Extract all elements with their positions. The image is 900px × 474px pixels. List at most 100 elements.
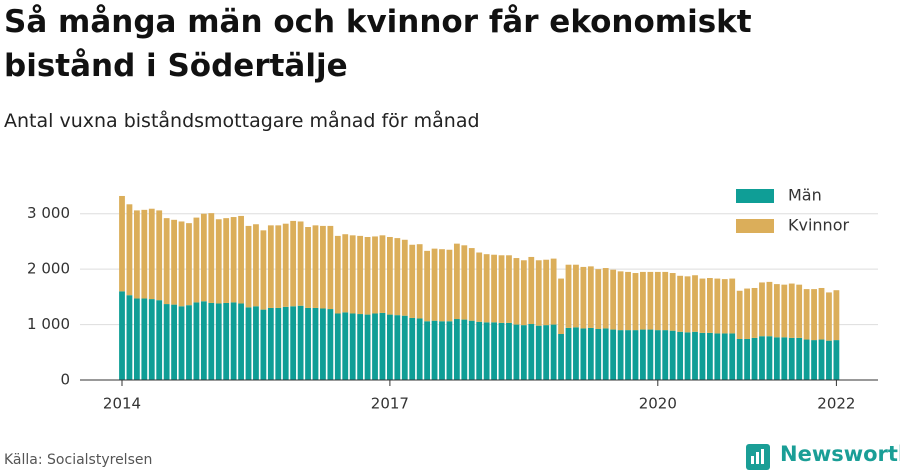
bar-segment [215,219,222,304]
bar-segment [788,337,795,380]
bar-segment [729,333,736,380]
bar-segment [818,287,825,340]
bar-segment [320,225,326,309]
bar-segment [677,331,684,380]
bar-segment [640,271,646,330]
bar-segment [193,217,200,303]
bar-segment [468,248,475,321]
bar-segment [811,340,817,380]
bar-segment [230,302,237,380]
bar-segment [520,325,527,380]
bar-segment [558,333,564,380]
bar-segment [439,321,445,380]
bar-segment [684,332,691,380]
bar-segment [699,278,706,333]
bar-segment [163,304,170,380]
bar-segment [208,213,215,303]
bar-segment [446,249,453,322]
bar-segment [148,208,155,300]
legend-label: Män [788,186,822,205]
bar-segment [238,303,244,380]
chart-title: Så många män och kvinnor får ekonomiskt … [4,4,752,84]
bar-segment [394,315,401,380]
bar-segment [156,210,163,301]
bar-segment [528,256,535,325]
y-tick-label: 2 000 [27,260,70,278]
bar-segment [506,255,512,323]
bar-segment [223,302,230,380]
bar-segment [506,322,512,380]
y-tick-label: 0 [60,371,70,389]
bar-segment [632,330,639,380]
bar-segment [260,230,267,310]
bar-segment [692,331,698,380]
bar-segment [833,340,840,380]
bar-segment [706,278,713,333]
bar-segment [662,271,669,331]
bar-segment [520,260,527,326]
bar-segment [186,305,192,380]
bar-segment [513,324,520,380]
bar-segment [431,248,438,321]
bar-segment [625,330,631,380]
bar-segment [684,276,691,333]
bar-segment [602,268,609,329]
bar-segment [327,225,334,310]
bar-segment [498,322,505,380]
bar-segment [647,329,654,380]
bar-segment [677,275,684,332]
bar-segment [491,322,497,380]
legend-swatch [736,189,774,203]
bar-segment [781,337,788,380]
y-tick-label: 1 000 [27,315,70,333]
bar-segment [364,314,371,380]
bar-segment [706,332,713,380]
bar-segment [320,308,326,380]
bar-segment [461,319,468,380]
bar-segment [186,223,192,306]
bar-segment [759,336,765,380]
bar-segment [171,304,177,380]
bar-segment [833,290,840,341]
bar-segment [312,225,319,308]
bar-segment [699,332,706,380]
bar-segment [327,309,334,380]
bar-segment [483,322,490,380]
bar-segment [491,254,497,323]
bar-segment [595,329,602,380]
bar-segment [788,283,795,338]
bar-segment [669,330,676,380]
bar-segment [826,292,832,341]
bar-segment [245,307,252,380]
bar-segment [119,195,125,292]
bar-segment [558,278,564,334]
bar-segment [565,327,572,380]
bar-segment [349,235,356,314]
bar-segment [751,337,758,380]
bar-segment [253,306,259,380]
bar-segment [736,290,743,339]
bar-segment [208,302,215,380]
bar-segment [818,339,825,380]
bar-segment [297,221,304,306]
bar-segment [587,327,594,380]
bar-segment [163,218,170,305]
legend-label: Kvinnor [788,216,849,235]
bar-segment [357,314,364,380]
logo-text: Newsworthy [780,442,900,466]
bar-segment [483,254,490,323]
bar-segment [290,306,297,380]
bar-segment [796,337,803,380]
bar-segment [282,223,289,307]
bar-segment [692,275,698,332]
bar-segment [476,252,483,322]
bar-segment [766,281,773,337]
bar-segment [565,264,572,328]
y-tick-label: 3 000 [27,204,70,222]
bar-segment [595,269,602,330]
bar-segment [773,284,780,338]
bar-segment [253,224,259,307]
bar-segment [223,218,230,303]
bar-segment [141,298,148,380]
bar-segment [119,291,125,380]
